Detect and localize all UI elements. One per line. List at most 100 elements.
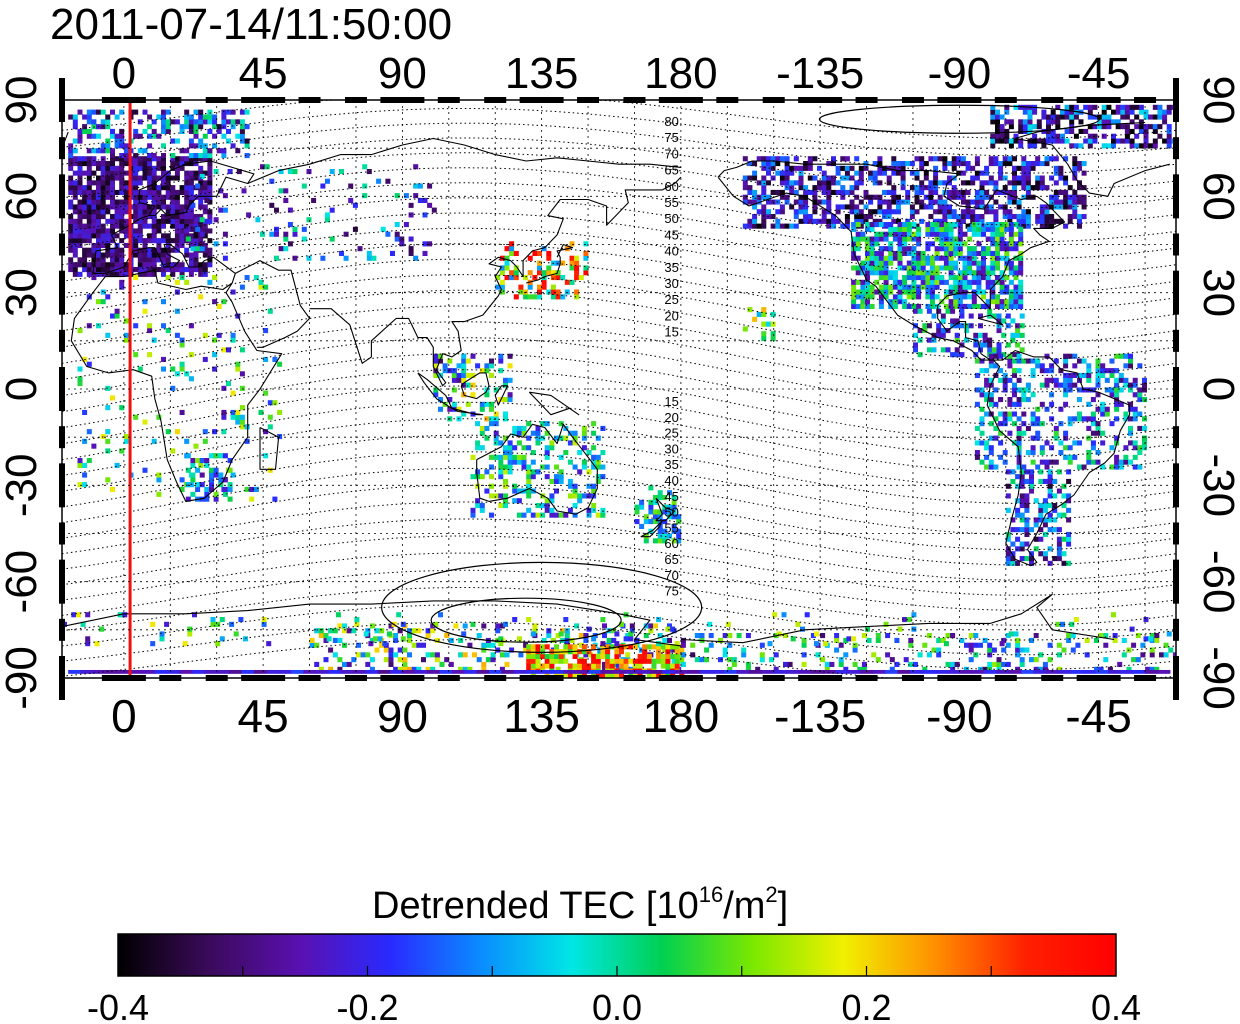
tec-cell [866, 637, 872, 643]
tec-cell [263, 390, 269, 396]
tec-cell [973, 342, 979, 348]
tec-cell [875, 633, 881, 639]
tec-cell [199, 472, 205, 478]
tec-cell [812, 194, 818, 200]
tec-cell [878, 299, 884, 305]
tec-cell [170, 204, 176, 210]
tec-cell [761, 156, 767, 162]
tec-cell [1033, 666, 1039, 672]
tec-cell [207, 109, 213, 115]
tec-cell [574, 275, 580, 281]
tec-cell [110, 161, 115, 167]
tick-mark-top [344, 97, 367, 103]
tec-cell [544, 474, 550, 480]
tec-cell [844, 218, 850, 224]
tec-cell [165, 242, 171, 248]
tec-cell [625, 669, 639, 674]
tec-cell [110, 128, 115, 134]
tec-cell [411, 628, 417, 634]
tec-cell [1143, 109, 1149, 115]
tec-cell [526, 658, 532, 664]
tec-cell [651, 673, 657, 678]
tec-cell [581, 445, 587, 451]
tec-cell [544, 445, 550, 451]
tec-cell [1064, 114, 1070, 120]
tec-cell [475, 445, 481, 451]
tec-cell [147, 257, 153, 263]
tec-cell [191, 669, 205, 674]
tec-cell [1166, 143, 1172, 149]
tec-cell [990, 294, 996, 300]
tec-cell [526, 617, 532, 623]
tec-cell [614, 673, 620, 678]
tec-cell [1103, 642, 1109, 648]
tec-cell [988, 358, 994, 364]
tec-cell [484, 363, 490, 369]
tec-cell [798, 199, 804, 205]
tec-cell [151, 185, 157, 191]
tec-cell [911, 279, 917, 285]
tec-cell [962, 284, 968, 290]
tec-cell [91, 218, 97, 224]
tec-cell [105, 114, 111, 120]
tec-cell [1078, 119, 1084, 125]
tec-cell [1001, 332, 1007, 338]
tec-cell [119, 271, 125, 277]
tec-cell [950, 633, 956, 639]
tec-cell [544, 421, 550, 427]
tec-cell [742, 156, 748, 162]
tec-cell [216, 128, 222, 134]
contour-label: 70 [664, 146, 678, 161]
tec-cell [147, 252, 153, 258]
tec-cell [896, 204, 901, 210]
tec-cell [984, 165, 990, 171]
tec-cell [851, 294, 857, 300]
tick-mark-top [380, 97, 425, 103]
tec-cell [990, 119, 996, 125]
tec-cell [1004, 303, 1010, 309]
tec-cell [984, 382, 990, 388]
tec-cell [1123, 411, 1129, 417]
tec-cell [1077, 387, 1082, 393]
tec-cell [937, 156, 943, 162]
tec-cell [133, 161, 139, 167]
tec-cell [461, 631, 467, 637]
tec-cell [784, 175, 790, 181]
tec-cell [1109, 358, 1115, 364]
tec-cell [1038, 503, 1044, 509]
tec-cell [1027, 114, 1033, 120]
tec-cell [137, 161, 143, 167]
tec-cell [931, 313, 937, 319]
tec-cell [851, 299, 857, 305]
tec-cell [526, 507, 532, 513]
tec-cell [916, 226, 922, 232]
tec-cell [1005, 507, 1011, 513]
tec-cell [869, 270, 875, 276]
tec-cell [328, 669, 342, 674]
tec-cell [810, 633, 816, 639]
tec-cell [643, 633, 649, 639]
tec-cell [897, 289, 903, 295]
tec-cell [1100, 401, 1106, 407]
tec-cell [493, 421, 499, 427]
tec-cell [947, 209, 952, 215]
tec-cell [503, 377, 508, 383]
tec-cell [572, 464, 578, 470]
tec-cell [1005, 661, 1011, 667]
tec-cell [662, 647, 668, 653]
tec-cell [869, 294, 875, 300]
tec-cell [888, 284, 894, 290]
tec-cell [888, 246, 894, 252]
tec-cell [521, 454, 527, 460]
tec-cell [369, 623, 375, 629]
tec-cell [68, 185, 74, 191]
tec-cell [1087, 109, 1093, 115]
tec-cell [869, 226, 875, 232]
tec-cell [427, 669, 441, 674]
tec-cell [147, 267, 153, 273]
tec-cell [1137, 445, 1143, 451]
tec-cell [530, 469, 536, 475]
tec-cell [960, 189, 966, 195]
tec-cell [583, 637, 589, 643]
tec-cell [1114, 406, 1120, 412]
